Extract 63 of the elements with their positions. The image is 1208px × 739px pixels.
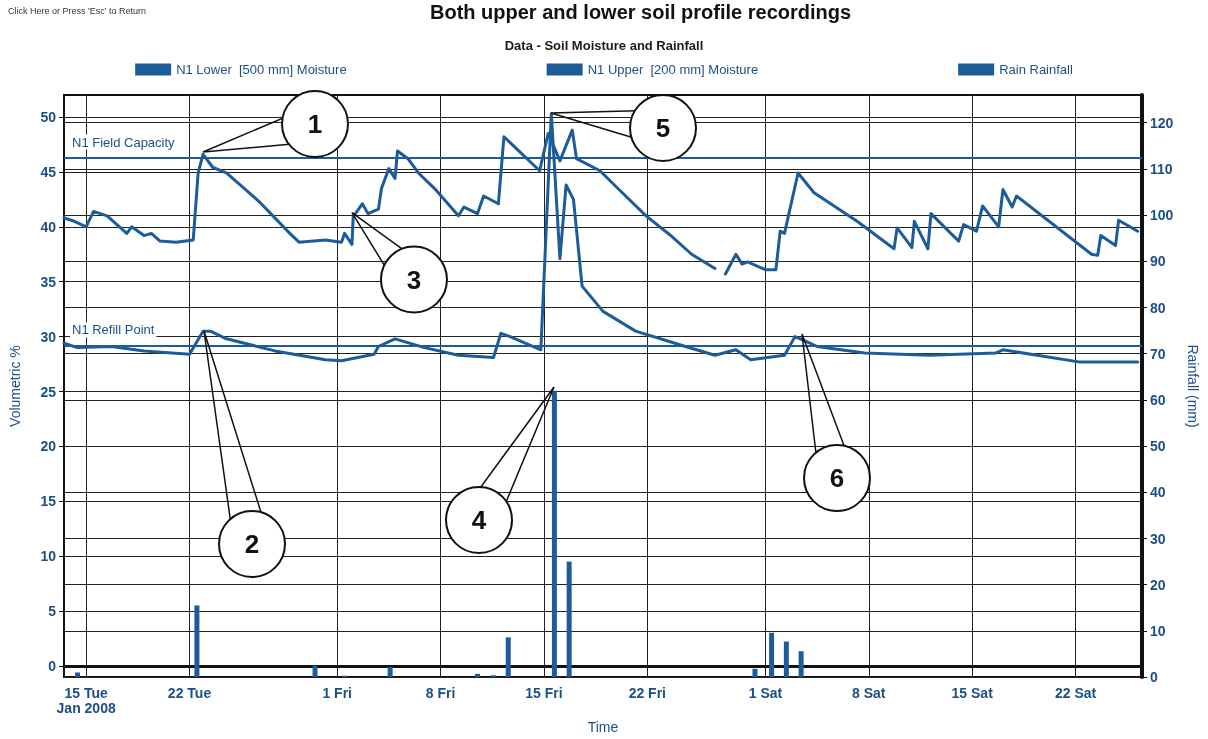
y2-tick-label: 120 [1150, 114, 1174, 131]
y2-tick-label: 20 [1150, 576, 1166, 593]
chart-title: Data - Soil Moisture and Rainfall [504, 38, 704, 53]
text: Both upper and lower soil profile recordings [430, 1, 852, 23]
y-tick-label: 20 [40, 438, 57, 455]
y2-tick-label: 70 [1150, 345, 1166, 362]
y-tick-label: 15 [40, 493, 57, 510]
y2-tick-label: 50 [1150, 438, 1166, 455]
annotation: 4 [471, 505, 487, 535]
x-tick-label: 15 Fri [525, 684, 563, 701]
y2-tick-label: 30 [1150, 530, 1166, 547]
bar [75, 672, 81, 678]
x-tick-label: 15 Tue Jan 2008 [56, 684, 116, 716]
bar [769, 632, 775, 678]
y-tick-label: 45 [40, 163, 57, 180]
y2-axis-title: Rainfall (mm) [1185, 344, 1201, 428]
bar [505, 637, 511, 678]
y2-tick-label: 110 [1150, 160, 1173, 177]
bar [783, 641, 789, 678]
x-tick-label: 1 Sat [748, 684, 783, 701]
y-tick-label: 35 [40, 273, 57, 290]
x-tick-label: 8 Fri [425, 684, 456, 701]
y2-tick-label: 100 [1150, 207, 1174, 224]
bar [312, 665, 318, 678]
y-tick-label: 25 [40, 383, 57, 400]
y-tick-label: 30 [40, 328, 57, 345]
x-tick-label: 15 Sat [951, 684, 994, 701]
y2-tick-label: 10 [1150, 622, 1166, 639]
y-tick-label: 50 [40, 108, 57, 125]
legend-label: N1 Upper [200 mm] Moisture [587, 62, 759, 77]
bar [474, 673, 480, 678]
y2-tick-label: 90 [1150, 253, 1166, 270]
x-tick-label: 22 Fri [628, 684, 666, 701]
text: Click Here or Press 'Esc' to Return [8, 5, 146, 16]
legend-label: N1 Lower [500 mm] Moisture [176, 62, 347, 77]
y-tick-label: 10 [40, 548, 57, 565]
annotation: 1 [307, 109, 323, 139]
bar [798, 651, 804, 678]
bar [387, 666, 393, 678]
x-tick-label: 22 Sat [1054, 684, 1097, 701]
y-axis-title: Volumetric % [7, 345, 23, 427]
y-tick-label: 0 [48, 658, 57, 675]
x-tick-label: 1 Fri [322, 684, 352, 701]
bar [752, 668, 758, 678]
annotation: 6 [829, 463, 845, 493]
bar [551, 390, 557, 678]
y2-tick-label: 0 [1150, 669, 1158, 686]
x-axis-title: Time [587, 719, 619, 735]
y2-tick-label: 80 [1150, 299, 1166, 316]
y2-tick-label: 40 [1150, 484, 1166, 501]
bar [194, 605, 200, 678]
bar [566, 561, 572, 678]
y-tick-label: 40 [40, 218, 57, 235]
y-tick-label: 5 [48, 603, 57, 620]
x-tick-label: 22 Tue [167, 684, 212, 701]
ref-line-label: N1 Field Capacity [72, 134, 176, 150]
annotation: 3 [406, 264, 422, 295]
x-tick-label: 8 Sat [852, 684, 886, 701]
legend-label: Rain Rainfall [999, 62, 1073, 77]
ref-line-label: N1 Refill Point [72, 322, 155, 338]
annotation: 5 [655, 113, 671, 143]
y2-tick-label: 60 [1150, 391, 1166, 408]
annotation: 2 [244, 529, 260, 559]
